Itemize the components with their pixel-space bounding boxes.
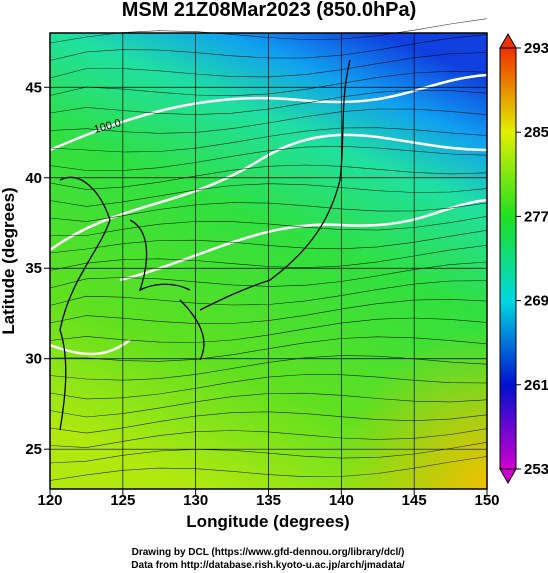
colorbar-tick-label: 261 bbox=[524, 377, 548, 394]
colorbar-tick-label: 293 bbox=[524, 40, 548, 57]
x-tick-label: 145 bbox=[402, 492, 427, 509]
credit-line: Drawing by DCL (https://www.gfd-dennou.o… bbox=[132, 547, 405, 558]
y-axis-label: Latitude (degrees) bbox=[0, 187, 18, 334]
x-tick-label: 130 bbox=[183, 492, 208, 509]
credit-line: Data from http://database.rish.kyoto-u.a… bbox=[131, 560, 405, 571]
colorbar bbox=[499, 32, 517, 485]
title: MSM 21Z08Mar2023 (850.0hPa) bbox=[122, 0, 417, 21]
plot-frame bbox=[49, 32, 488, 490]
colorbar-tick-label: 269 bbox=[524, 293, 548, 310]
colorbar-tick-label: 253 bbox=[524, 461, 548, 478]
x-tick-label: 125 bbox=[110, 492, 135, 509]
y-tick-label: 30 bbox=[25, 351, 42, 368]
colorbar-tick-label: 277 bbox=[524, 208, 548, 225]
x-tick-label: 140 bbox=[329, 492, 354, 509]
y-tick-label: 25 bbox=[25, 441, 42, 458]
x-tick-label: 135 bbox=[256, 492, 281, 509]
colorbar-scale bbox=[499, 47, 517, 470]
x-axis-label: Longitude (degrees) bbox=[186, 512, 349, 531]
y-tick-label: 35 bbox=[25, 260, 42, 277]
x-tick-label: 150 bbox=[474, 492, 499, 509]
colorbar-extend-low bbox=[499, 468, 517, 485]
y-tick-label: 45 bbox=[25, 79, 42, 96]
x-tick-label: 120 bbox=[37, 492, 62, 509]
colorbar-tick-label: 285 bbox=[524, 124, 548, 141]
colorbar-extend-high bbox=[499, 32, 517, 49]
y-tick-label: 40 bbox=[25, 170, 42, 187]
